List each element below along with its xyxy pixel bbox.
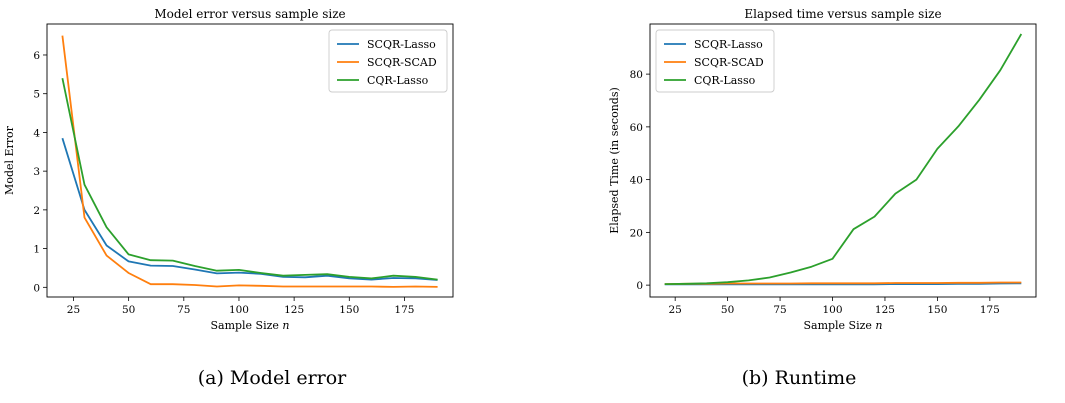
x-tick-label: 150 (927, 304, 947, 316)
legend: SCQR-Lasso SCQR-SCAD CQR-Lasso (328, 29, 448, 93)
y-tick-label: 40 (630, 175, 643, 187)
y-tick-label: 80 (630, 69, 643, 81)
x-axis-label: Sample Size n (803, 319, 882, 332)
legend-label: SCQR-Lasso (694, 38, 763, 51)
x-tick-label: 25 (67, 304, 80, 316)
x-tick-label: 25 (668, 304, 681, 316)
y-tick-label: 20 (630, 227, 643, 239)
chart-title: Elapsed time versus sample size (744, 7, 941, 21)
legend-label: CQR-Lasso (694, 74, 756, 87)
y-axis-label: Model Error (3, 125, 16, 195)
legend: SCQR-Lasso SCQR-SCAD CQR-Lasso (655, 29, 775, 93)
x-tick-label: 75 (177, 304, 190, 316)
x-tick-label: 175 (980, 304, 1000, 316)
x-tick-label: 100 (229, 304, 249, 316)
x-tick-label: 75 (773, 304, 786, 316)
x-tick-label: 125 (875, 304, 895, 316)
x-axis-label: Sample Size n (210, 319, 289, 332)
y-tick-label: 1 (33, 244, 40, 256)
series-line-scqr-scad (664, 281, 1022, 285)
series-line-cqr-lasso (664, 33, 1023, 285)
x-tick-label: 100 (822, 304, 842, 316)
y-tick-label: 60 (630, 122, 643, 134)
legend-box (328, 29, 448, 93)
legend-box (655, 29, 775, 93)
x-tick-label: 50 (721, 304, 734, 316)
plot-frame (649, 23, 1037, 298)
chart-elapsed-time: Elapsed time versus sample size 25 50 75 100… (608, 7, 1037, 332)
y-tick-label: 3 (33, 166, 40, 178)
y-tick-label: 2 (33, 205, 40, 217)
y-tick-label: 6 (33, 50, 40, 62)
series-line-scqr-scad (61, 35, 438, 288)
y-tick-label: 0 (33, 282, 40, 294)
chart-title: Model error versus sample size (154, 7, 345, 21)
plot-frame (46, 23, 454, 298)
legend-label: SCQR-Lasso (367, 38, 436, 51)
x-tick-label: 175 (394, 304, 414, 316)
legend-label: SCQR-SCAD (694, 56, 764, 69)
y-tick-label: 4 (33, 127, 40, 139)
x-tick-label: 125 (284, 304, 304, 316)
caption-b: (b) Runtime (742, 367, 857, 389)
x-tick-label: 50 (122, 304, 135, 316)
y-tick-label: 5 (33, 89, 40, 101)
caption-a: (a) Model error (198, 367, 347, 389)
x-tick-label: 150 (339, 304, 359, 316)
series-line-scqr-lasso (61, 137, 438, 281)
legend-label: SCQR-SCAD (367, 56, 437, 69)
legend-label: CQR-Lasso (367, 74, 429, 87)
y-axis-label: Elapsed Time (in seconds) (608, 87, 621, 234)
series-line-cqr-lasso (61, 78, 438, 281)
y-tick-label: 0 (636, 280, 643, 292)
